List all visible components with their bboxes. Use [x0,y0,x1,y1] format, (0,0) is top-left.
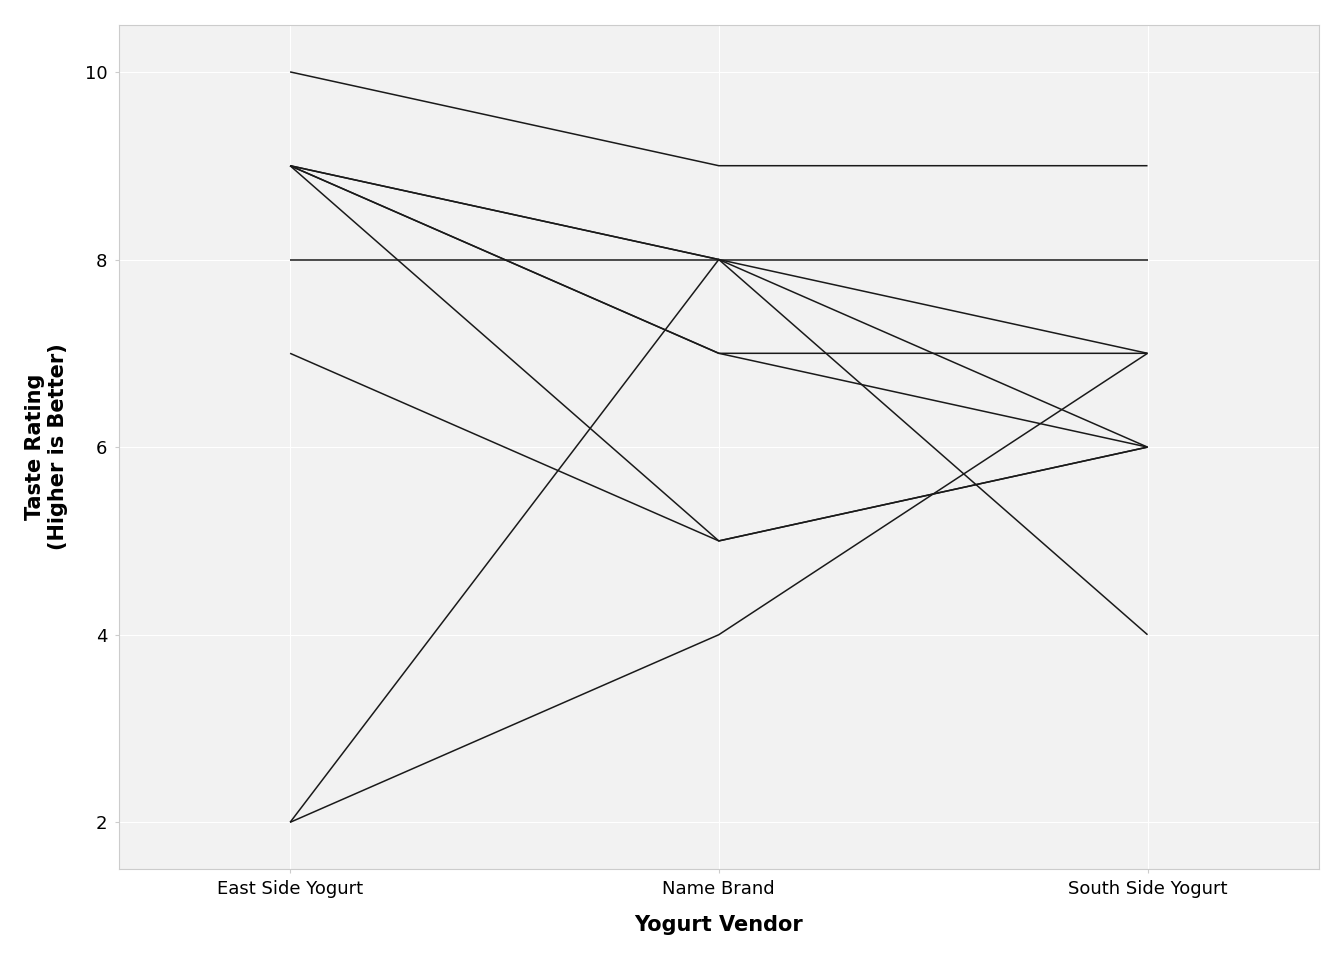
Y-axis label: Taste Rating
(Higher is Better): Taste Rating (Higher is Better) [26,344,69,550]
X-axis label: Yogurt Vendor: Yogurt Vendor [634,915,804,935]
